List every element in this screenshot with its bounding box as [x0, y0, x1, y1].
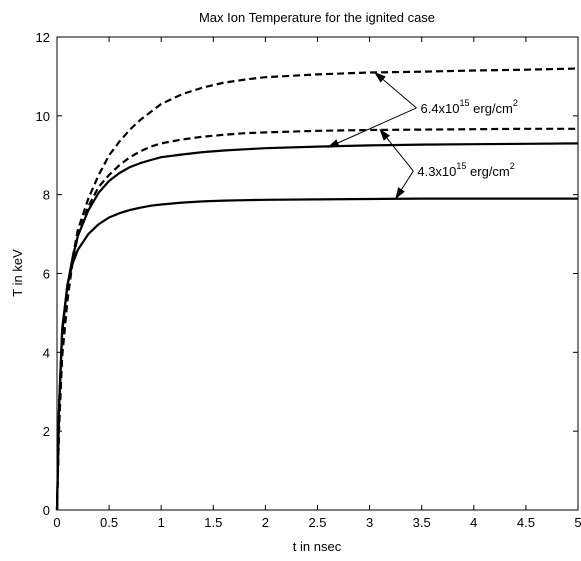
- annotation-prefix: 6.4x10: [420, 101, 459, 116]
- x-tick-label: 5: [574, 515, 581, 530]
- x-tick-label: 0: [53, 515, 60, 530]
- annotation-prefix: 4.3x10: [417, 164, 456, 179]
- annotation-exponent: 15: [456, 161, 466, 171]
- series-layer: [55, 67, 579, 511]
- y-tick-label: 8: [43, 188, 50, 203]
- annotation-arrow-upper-2: [327, 107, 417, 148]
- annotation-exponent: 15: [460, 98, 470, 108]
- annotation-label-upper: 6.4x1015 erg/cm2: [420, 98, 517, 116]
- annotation-label-lower: 4.3x1015 erg/cm2: [417, 161, 514, 179]
- x-tick-label: 1.5: [204, 515, 222, 530]
- y-tick-label: 2: [43, 424, 50, 439]
- x-tick-label: 2.5: [308, 515, 326, 530]
- annotation-arrow-upper-1: [374, 71, 417, 109]
- series-line-1: [55, 67, 579, 511]
- x-tick-label: 4.5: [517, 515, 535, 530]
- x-tick-label: 0.5: [100, 515, 118, 530]
- ticks-layer: 0 0.5 1 1.5 2 2.5 3 3.5 4 4.5 5 0 2 4 6 8 10 12: [36, 30, 581, 530]
- annotation-unit-exponent: 2: [513, 98, 518, 108]
- y-tick-label: 0: [43, 503, 50, 518]
- x-axis-label: t in nsec: [293, 539, 342, 554]
- y-tick-label: 4: [43, 345, 50, 360]
- y-axis-label: T in keV: [10, 249, 25, 297]
- annotation-unit: erg/cm: [466, 164, 509, 179]
- y-tick-label: 10: [36, 109, 50, 124]
- x-tick-label: 3: [366, 515, 373, 530]
- x-tick-label: 4: [470, 515, 477, 530]
- plot-frame: [56, 36, 579, 511]
- x-tick-label: 1: [158, 515, 165, 530]
- series-line-4: [55, 197, 578, 511]
- y-tick-label: 6: [43, 267, 50, 282]
- series-line-3: [55, 142, 579, 511]
- x-tick-label: 3.5: [413, 515, 431, 530]
- x-tick-label: 2: [262, 515, 269, 530]
- plot-area: [56, 36, 579, 511]
- chart-title: Max Ion Temperature for the ignited case: [199, 10, 435, 25]
- annotation-arrow-lower-1: [379, 128, 414, 172]
- annotation-unit: erg/cm: [470, 101, 513, 116]
- y-tick-label: 12: [36, 30, 50, 45]
- annotation-unit-exponent: 2: [510, 161, 515, 171]
- annotation-arrow-lower-2: [395, 170, 414, 200]
